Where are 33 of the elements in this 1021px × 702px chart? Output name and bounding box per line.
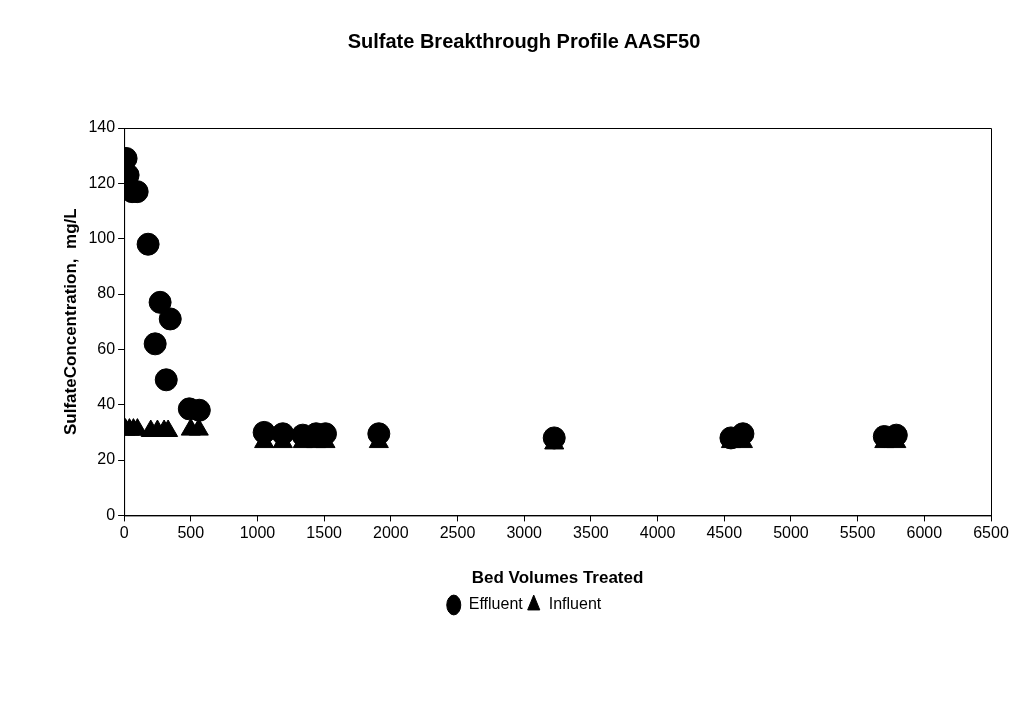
point (148, 290, 172, 314)
y-axis-title: SulfateConcentration, mg/L (60, 208, 80, 436)
x-tick-label: 3000 (506, 524, 543, 542)
x-tick-label: 4000 (639, 524, 676, 542)
x-axis-title: Bed Volumes Treated (471, 568, 644, 588)
y-tick-label: 40 (97, 395, 116, 413)
chart-title: Sulfate Breakthrough Profile AASF50 (347, 29, 701, 52)
x-tick-label: 4500 (706, 524, 743, 542)
x-tick-label: 6000 (906, 524, 943, 542)
x-tick-label: 5500 (839, 524, 876, 542)
legend-label: Influent (548, 595, 602, 613)
x-tick-label: 6500 (973, 524, 1009, 542)
x-tick-label: 500 (177, 524, 205, 542)
x-tick-label: 5000 (773, 524, 809, 542)
y-tick-label: 20 (97, 450, 116, 468)
y-tick-label: 0 (106, 505, 116, 523)
point (158, 307, 182, 331)
y-tick-label: 80 (97, 284, 116, 302)
x-tick-label: 0 (119, 524, 129, 542)
y-tick-label: 120 (88, 173, 116, 191)
y-tick-label: 100 (88, 229, 116, 247)
x-tick-label: 2000 (373, 524, 409, 542)
y-tick-label: 140 (88, 118, 116, 136)
point (154, 368, 178, 392)
x-tick-label: 2500 (439, 524, 476, 542)
legend-label: Effluent (468, 595, 524, 613)
point (188, 418, 209, 436)
point (136, 232, 160, 256)
y-tick-label: 60 (97, 339, 116, 357)
x-tick-label: 1000 (239, 524, 276, 542)
point (143, 332, 167, 356)
x-tick-label: 3500 (573, 524, 609, 542)
x-tick-label: 1500 (306, 524, 343, 542)
